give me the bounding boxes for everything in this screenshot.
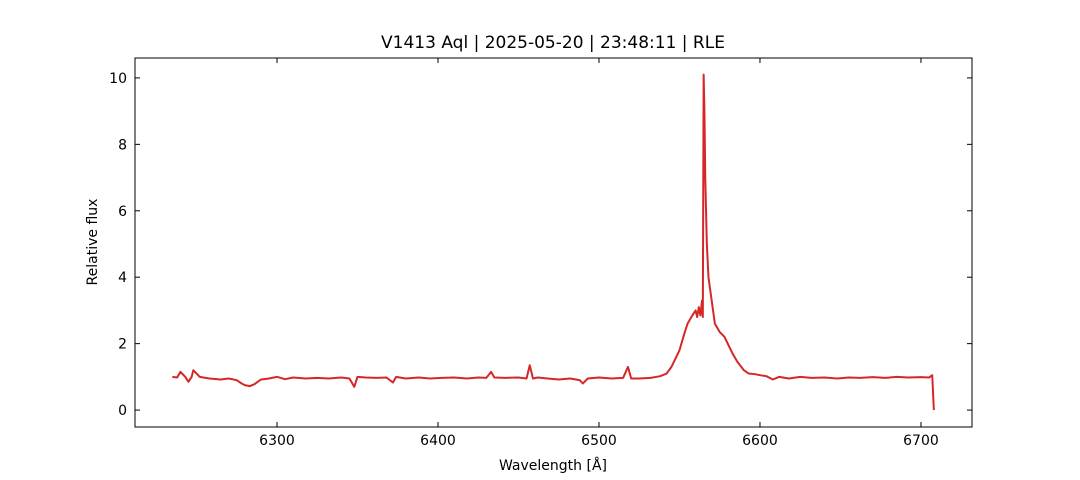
y-tick-label: 0	[118, 403, 127, 419]
y-tick-label: 2	[118, 337, 127, 353]
plot-frame	[134, 57, 973, 428]
x-tick-label: 6600	[742, 433, 778, 449]
y-tick-label: 4	[118, 270, 127, 286]
x-tick-label: 6500	[581, 433, 617, 449]
y-tick-label: 6	[118, 204, 127, 220]
x-tick-label: 6300	[259, 433, 295, 449]
x-tick-label: 6400	[420, 433, 456, 449]
y-tick-label: 10	[109, 71, 127, 87]
y-axis-label: Relative flux	[85, 199, 101, 286]
x-tick-label: 6700	[903, 433, 939, 449]
y-tick-label: 8	[118, 137, 127, 153]
spectrum-line	[172, 73, 935, 411]
chart-title: V1413 Aql | 2025-05-20 | 23:48:11 | RLE	[381, 33, 725, 53]
x-axis-label: Wavelength [Å]	[499, 457, 607, 474]
